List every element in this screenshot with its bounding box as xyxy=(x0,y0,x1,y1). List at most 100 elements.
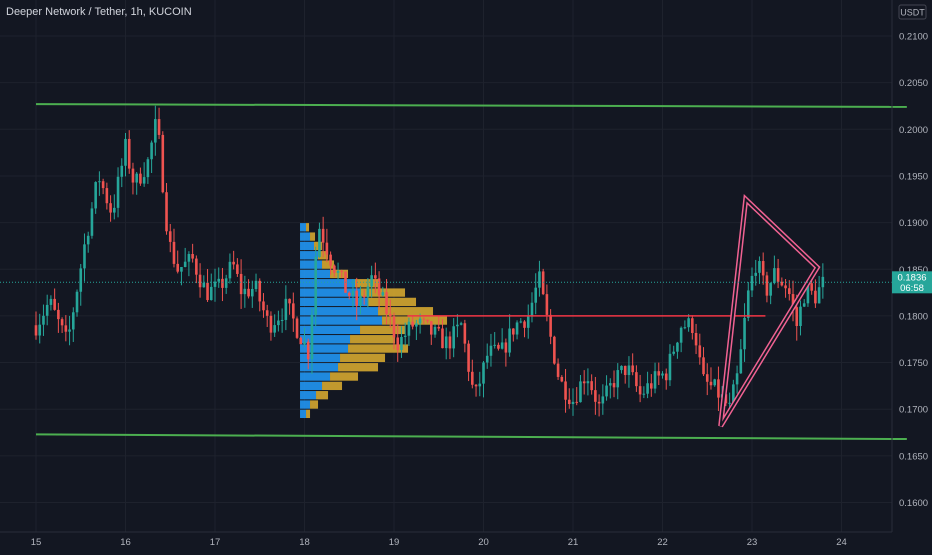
candle-body xyxy=(597,401,601,404)
candle-body xyxy=(168,231,172,242)
x-tick-label: 15 xyxy=(31,537,42,548)
candle-body xyxy=(817,287,821,304)
candle-body xyxy=(377,278,381,296)
candle-body xyxy=(612,383,616,388)
candle-body xyxy=(787,288,791,295)
candle-body xyxy=(467,343,470,372)
candle-body xyxy=(295,318,299,338)
y-tick-label: 0.1750 xyxy=(899,358,928,369)
candle-body xyxy=(42,315,45,325)
candle-body xyxy=(340,270,344,272)
upper-channel-line[interactable] xyxy=(35,103,907,108)
y-tick-label: 0.1900 xyxy=(899,218,928,229)
lower-channel-line[interactable] xyxy=(35,433,907,441)
candle-body xyxy=(418,318,422,324)
candle-body xyxy=(549,314,552,337)
x-tick-label: 18 xyxy=(299,537,310,548)
candle-body xyxy=(113,207,116,213)
candle-body xyxy=(299,337,303,345)
candle-body xyxy=(534,287,538,303)
candle-body xyxy=(284,298,288,320)
candle-body xyxy=(806,283,810,304)
candle-body xyxy=(321,228,325,243)
y-tick-label: 0.1650 xyxy=(899,451,928,462)
candle-body xyxy=(396,337,400,350)
candle-body xyxy=(422,318,426,320)
candle-body xyxy=(642,393,646,395)
candle-body xyxy=(616,370,620,388)
candle-body xyxy=(429,321,433,335)
candle-body xyxy=(105,188,109,204)
candle-body xyxy=(709,381,713,386)
candle-body xyxy=(754,272,758,276)
candle-body xyxy=(661,373,664,376)
candle-body xyxy=(165,192,168,232)
candle-body xyxy=(564,381,567,400)
candle-body xyxy=(672,351,675,354)
volume-profile-up xyxy=(300,241,315,251)
volume-profile-down xyxy=(338,363,379,372)
candle-body xyxy=(713,379,717,386)
candle-body xyxy=(142,177,146,184)
candle-body xyxy=(519,321,523,323)
candle-body xyxy=(508,328,511,353)
candle-body xyxy=(415,323,418,327)
candle-body xyxy=(485,355,489,363)
candle-body xyxy=(594,390,597,402)
candle-body xyxy=(269,315,273,333)
candle-body xyxy=(556,363,560,377)
candle-body xyxy=(657,371,661,376)
candle-body xyxy=(489,345,493,356)
candle-body xyxy=(780,281,784,286)
candle-body xyxy=(213,281,217,287)
candle-body xyxy=(187,253,191,262)
candle-body xyxy=(474,384,478,387)
candle-body xyxy=(109,203,112,213)
candle-body xyxy=(236,264,239,274)
candle-body xyxy=(206,282,209,301)
y-tick-label: 0.1600 xyxy=(899,498,928,509)
candle-body xyxy=(545,294,549,315)
candle-body xyxy=(605,385,608,397)
candle-body xyxy=(750,275,754,291)
candle-body xyxy=(329,254,332,266)
candle-body xyxy=(217,278,221,282)
candle-body xyxy=(664,373,668,381)
candle-body xyxy=(318,228,321,257)
volume-profile-down xyxy=(382,316,448,325)
candle-body xyxy=(776,268,780,282)
x-tick-label: 20 xyxy=(478,537,489,548)
candle-body xyxy=(306,341,310,360)
x-tick-label: 21 xyxy=(568,537,579,548)
candle-body xyxy=(83,244,86,269)
candle-body xyxy=(739,349,743,374)
candle-body xyxy=(683,327,687,329)
volume-profile-down xyxy=(348,344,409,353)
candle-body xyxy=(653,371,657,389)
triangle-pattern-inner xyxy=(719,197,819,427)
candle-body xyxy=(314,256,317,315)
candle-body xyxy=(646,383,649,394)
candle-body xyxy=(366,286,370,298)
currency-badge[interactable] xyxy=(898,4,927,20)
candle-body xyxy=(512,328,515,335)
candle-body xyxy=(75,291,79,313)
candle-body xyxy=(504,342,508,353)
candle-body xyxy=(444,336,448,349)
candle-body xyxy=(374,275,377,279)
candle-body xyxy=(448,336,452,349)
candle-body xyxy=(157,119,161,135)
y-tick-label: 0.2050 xyxy=(899,78,928,89)
candle-body xyxy=(650,383,653,389)
candle-body xyxy=(150,142,153,160)
candle-body xyxy=(101,181,105,189)
volume-profile-down xyxy=(368,297,417,307)
volume-profile-up xyxy=(300,260,323,269)
candle-body xyxy=(814,290,817,304)
candle-body xyxy=(303,341,306,345)
candle-body xyxy=(176,263,180,272)
volume-profile-up xyxy=(300,409,307,419)
candle-body xyxy=(94,182,97,209)
